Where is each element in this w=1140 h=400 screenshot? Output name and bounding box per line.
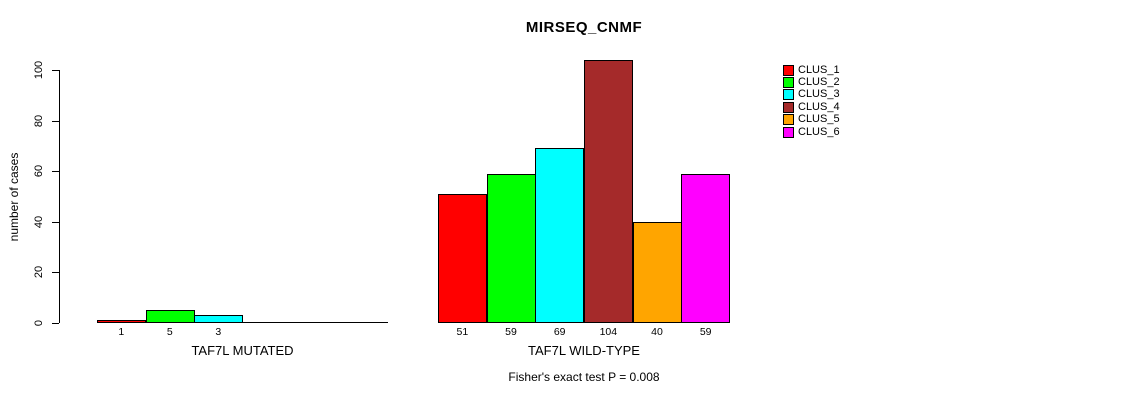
annotation-text: Fisher's exact test P = 0.008 xyxy=(508,370,660,384)
bar-value-label: 51 xyxy=(456,326,469,338)
y-tick-label: 80 xyxy=(33,114,45,127)
y-axis-label: number of cases xyxy=(7,152,21,242)
legend-item-label: CLUS_4 xyxy=(798,100,840,113)
bar-clus_1 xyxy=(97,320,146,323)
y-tick xyxy=(52,272,59,274)
legend-item: CLUS_3 xyxy=(783,89,840,101)
bar-clus_5 xyxy=(633,222,682,323)
y-tick-label: 60 xyxy=(33,165,45,178)
bar-value-label: 59 xyxy=(699,326,712,338)
x-group-label: TAF7L WILD-TYPE xyxy=(528,343,640,358)
bar-value-label: 40 xyxy=(651,326,663,338)
legend-color-swatch xyxy=(783,89,794,101)
bar-clus_2 xyxy=(487,174,536,323)
legend-color-swatch xyxy=(783,64,794,76)
y-tick-label: 100 xyxy=(33,60,45,80)
y-tick xyxy=(52,323,59,324)
x-group-label: TAF7L MUTATED xyxy=(191,343,294,358)
y-tick xyxy=(52,221,59,223)
bar-clus_2 xyxy=(146,310,195,323)
y-tick-label: 40 xyxy=(33,215,45,228)
legend: CLUS_1 CLUS_2 CLUS_3 CLUS_4 CLUS_5 CLUS_6 xyxy=(783,64,840,138)
bar-clus_3 xyxy=(535,148,584,323)
legend-item: CLUS_5 xyxy=(783,114,840,126)
y-tick xyxy=(52,120,59,122)
bar-value-label: 104 xyxy=(599,326,618,338)
legend-color-swatch xyxy=(783,126,794,138)
legend-item-label: CLUS_1 xyxy=(798,63,840,76)
y-tick xyxy=(52,70,59,71)
bar-value-label: 69 xyxy=(553,326,566,338)
bar-value-label: 5 xyxy=(166,326,173,338)
bar-clus_3 xyxy=(194,315,243,323)
legend-color-swatch xyxy=(783,101,794,113)
chart-title: MIRSEQ_CNMF xyxy=(525,19,643,36)
bar-value-label: 3 xyxy=(215,326,222,338)
legend-item-label: CLUS_3 xyxy=(798,88,840,101)
bar-clus_1 xyxy=(438,194,487,323)
legend-item: CLUS_2 xyxy=(783,76,840,89)
legend-item: CLUS_4 xyxy=(783,101,840,113)
y-tick-label: 0 xyxy=(33,319,45,327)
legend-item: CLUS_6 xyxy=(783,126,840,138)
legend-item-label: CLUS_5 xyxy=(798,113,840,126)
legend-color-swatch xyxy=(783,114,794,126)
y-tick xyxy=(52,171,59,173)
legend-item-label: CLUS_2 xyxy=(798,76,840,89)
legend-item-label: CLUS_6 xyxy=(798,125,840,138)
legend-color-swatch xyxy=(783,77,794,89)
bar-value-label: 59 xyxy=(505,326,517,338)
y-axis-line xyxy=(59,70,60,323)
bar-value-label: 1 xyxy=(118,326,125,338)
legend-item: CLUS_1 xyxy=(783,64,840,76)
y-tick-label: 20 xyxy=(33,266,45,279)
bar-clus_4 xyxy=(584,60,633,323)
bar-clus_6 xyxy=(681,174,730,323)
